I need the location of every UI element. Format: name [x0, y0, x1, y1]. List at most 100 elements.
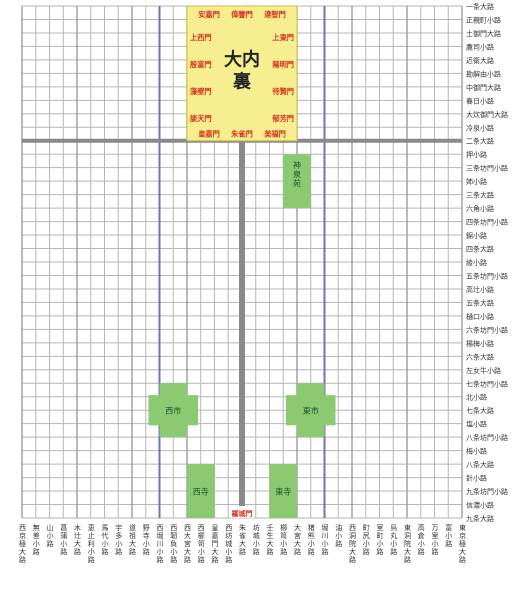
label-char: 坊: [225, 531, 232, 540]
label-char: 大: [212, 547, 219, 556]
label-char: 路: [225, 555, 232, 564]
ns-street-label: 烏丸小路: [390, 523, 397, 556]
ew-street-label: 土御門大路: [466, 29, 501, 38]
label-char: 大: [459, 547, 466, 556]
gate-label: 安嘉門: [198, 10, 220, 19]
label-char: 西: [198, 524, 205, 532]
label-char: 宇: [115, 523, 122, 532]
ns-street-label: 堀川小路: [322, 523, 329, 556]
label-char: 川: [157, 540, 164, 548]
label-char: 川: [322, 532, 329, 540]
label-char: 坊: [253, 523, 260, 532]
label-char: 小: [377, 539, 384, 548]
ew-street-label: 八条坊門小路: [466, 433, 508, 442]
gate-label: 待賢門: [272, 87, 294, 96]
ew-street-label: 九条坊門小路: [466, 487, 508, 496]
ew-street-label: 樋口小路: [466, 312, 494, 321]
label-char: 路: [115, 547, 122, 556]
label-char: 笥: [198, 539, 205, 548]
gate-label: 殷富門: [189, 60, 212, 69]
label-char: 洞: [404, 531, 411, 540]
label-char: 路: [198, 555, 205, 564]
ew-street-label: 梅小路: [466, 447, 487, 456]
label-char: 小: [390, 539, 397, 548]
label-char: 大: [404, 547, 411, 556]
ew-street-label: 一条大路: [466, 2, 494, 11]
label-char: 路: [267, 547, 274, 556]
ns-street-label: 富小路: [445, 523, 452, 548]
label-char: 山: [47, 523, 54, 532]
label-char: 利: [88, 539, 95, 548]
label-char: 院: [349, 539, 356, 548]
label-char: 東: [404, 523, 411, 532]
ew-street-label: 信濃小路: [466, 501, 494, 510]
gate-label: 皇嘉門: [198, 130, 220, 139]
gate-label: 偉鑒門: [231, 10, 253, 19]
label-char: 大: [184, 531, 191, 540]
label-char: 路: [349, 555, 356, 564]
ew-street-label: 大炊御門大路: [466, 110, 508, 119]
place-block: [297, 383, 325, 438]
ew-street-label: 正親町小路: [466, 15, 501, 24]
label-char: 路: [459, 555, 466, 564]
label-char: 路: [445, 539, 452, 548]
label-char: 大: [239, 539, 246, 548]
label-char: 猪: [308, 523, 315, 532]
place-west-temple: 西寺: [187, 464, 215, 518]
ew-street-label: 六条坊門小路: [466, 325, 508, 334]
label-char: 西: [225, 524, 232, 532]
palace-name: 大内裏: [224, 48, 260, 92]
label-char: 嘉: [212, 531, 219, 540]
ew-street-label: 押小路: [466, 150, 487, 159]
label-char: 京: [459, 531, 466, 540]
ew-street-label: 三条坊門小路: [466, 164, 508, 173]
label-char: 止: [88, 531, 95, 540]
label-char: 小: [33, 539, 40, 548]
label-char: 靭: [170, 531, 177, 540]
place-label: 東市: [303, 406, 319, 416]
suzaku-oji-road: [239, 140, 245, 518]
label-char: 祖: [129, 531, 136, 540]
label-char: 熊: [308, 531, 315, 540]
label-char: 小: [157, 547, 164, 556]
label-char: 多: [115, 531, 122, 540]
label-char: 室: [377, 523, 384, 532]
gate-label: 藻壁門: [190, 87, 212, 96]
ew-street-label: 鷹司小路: [466, 42, 494, 51]
label-char: 櫛: [280, 523, 287, 532]
ew-street-label: 近衛大路: [466, 56, 494, 65]
ew-street-label: 針小路: [466, 474, 487, 483]
ew-street-label: 楊梅小路: [466, 339, 494, 348]
label-char: 小: [280, 539, 287, 548]
label-char: 櫛: [198, 531, 205, 540]
label-char: 路: [19, 555, 26, 564]
label-char: 朱: [239, 523, 246, 532]
ew-street-label: 七条坊門小路: [466, 379, 508, 388]
label-char: 大: [74, 539, 81, 548]
ew-street-label: 北小路: [466, 393, 487, 402]
label-char: 野: [143, 524, 150, 532]
ns-street-label: 町尻小路: [363, 524, 370, 556]
label-char: 路: [253, 547, 260, 556]
gate-label: 美福門: [263, 130, 286, 139]
ns-street-label: 西櫛笥小路: [198, 524, 205, 564]
label-char: 笥: [280, 531, 287, 540]
ns-street-label: 高倉小路: [418, 523, 425, 556]
label-char: 大: [129, 539, 136, 548]
ns-street-label: 西大宮大路: [184, 524, 191, 564]
label-char: 堀: [322, 523, 329, 532]
ns-street-label: 西坊城小路: [225, 524, 232, 564]
ew-street-label: 塩小路: [466, 420, 487, 429]
label-char: 烏: [390, 523, 397, 532]
label-char: 路: [157, 555, 164, 564]
rashomon-backdrop: [230, 506, 254, 518]
ns-street-label: 恵止利小路: [88, 523, 95, 564]
ew-street-label: 左女牛小路: [466, 366, 501, 375]
ew-street-label: 二条大路: [466, 137, 494, 146]
ew-street-label: 三条大路: [466, 191, 494, 200]
ns-street-label: 道祖大路: [129, 523, 136, 556]
label-char: 路: [390, 547, 397, 556]
label-char: 小: [363, 539, 370, 548]
label-char: 差: [33, 531, 40, 540]
